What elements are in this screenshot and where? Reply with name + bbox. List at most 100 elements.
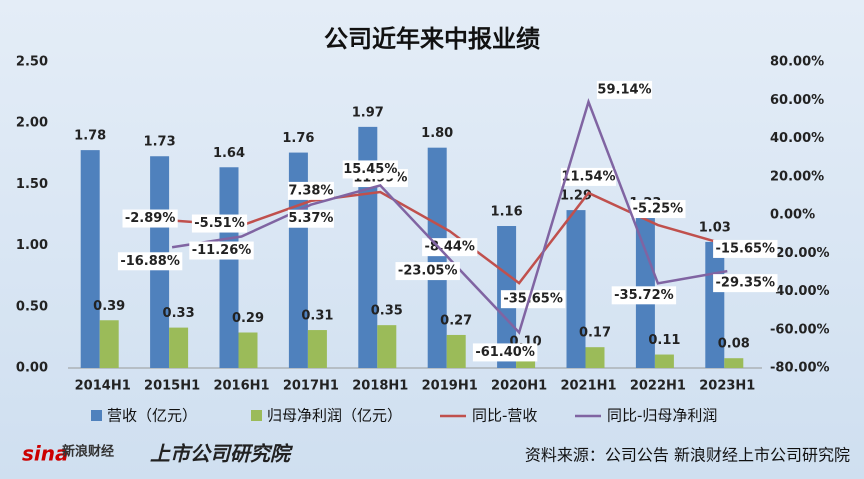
- bar-label: 1.73: [144, 135, 176, 150]
- bar-label: 1.78: [74, 129, 106, 144]
- line-label: -15.65%: [716, 241, 776, 256]
- line-label: 59.14%: [597, 82, 651, 97]
- label-bg: [611, 286, 677, 305]
- label-bg: [287, 181, 334, 200]
- bar-label: 0.11: [648, 333, 680, 348]
- line-label: -29.35%: [716, 276, 776, 291]
- bar: [219, 167, 239, 368]
- bar-label: 1.03: [699, 220, 731, 235]
- legend-label: 同比-营收: [472, 407, 537, 425]
- bar-label: 0.33: [163, 306, 195, 321]
- y2-tick-label: 80.00%: [770, 55, 824, 70]
- bar-label: 1.16: [491, 205, 523, 220]
- label-bg: [596, 80, 653, 99]
- bar: [169, 327, 189, 368]
- line-label: -2.89%: [125, 211, 176, 226]
- legend-swatch: [251, 410, 262, 421]
- y2-tick-label: -20.00%: [770, 246, 830, 261]
- y-tick-label: 2.00: [16, 116, 48, 131]
- bar: [99, 320, 119, 368]
- y2-tick-label: 40.00%: [770, 131, 824, 146]
- legend-label: 归母净利润（亿元）: [267, 407, 402, 425]
- y2-tick-label: 60.00%: [770, 93, 824, 108]
- x-tick-label: 2020H1: [491, 379, 547, 394]
- x-tick-label: 2016H1: [213, 379, 269, 394]
- bar: [724, 358, 744, 368]
- bar: [566, 210, 586, 368]
- x-tick-label: 2018H1: [352, 379, 408, 394]
- bar-label: 0.17: [579, 326, 611, 341]
- chart-title: 公司近年来中报业绩: [324, 25, 540, 53]
- y-tick-label: 1.00: [16, 238, 48, 253]
- bar: [80, 150, 100, 368]
- bar: [307, 330, 327, 368]
- x-tick-label: 2023H1: [699, 379, 755, 394]
- line-label: 5.37%: [288, 211, 333, 226]
- y2-tick-label: -60.00%: [770, 322, 830, 337]
- y-tick-label: 0.00: [16, 361, 48, 376]
- line-label: -61.40%: [475, 345, 535, 360]
- line-label: 11.54%: [561, 169, 615, 184]
- bar-label: 0.29: [232, 311, 264, 326]
- bar-label: 0.27: [440, 313, 472, 328]
- bar-label: 0.35: [371, 304, 403, 319]
- y2-tick-label: -40.00%: [770, 284, 830, 299]
- line-label: -35.72%: [614, 288, 674, 303]
- label-bg: [713, 239, 778, 258]
- line: [171, 98, 728, 335]
- bar: [585, 347, 605, 368]
- label-bg: [189, 241, 254, 260]
- logo-text: 上市公司研究院: [150, 442, 294, 466]
- line-label: -5.25%: [633, 202, 684, 217]
- label-bg: [122, 209, 178, 228]
- x-tick-label: 2019H1: [422, 379, 478, 394]
- label-bg: [191, 214, 248, 233]
- y-tick-label: 0.50: [16, 299, 48, 314]
- label-bg: [713, 274, 778, 293]
- label-bg: [500, 290, 566, 309]
- x-tick-label: 2015H1: [144, 379, 200, 394]
- bar: [238, 332, 258, 368]
- y2-tick-label: 0.00%: [770, 208, 815, 223]
- bar-label: 0.08: [718, 337, 750, 352]
- logo-text: 新浪财经: [62, 444, 114, 460]
- label-bg: [472, 343, 538, 362]
- x-tick-label: 2022H1: [630, 379, 686, 394]
- line-label: -23.05%: [398, 264, 458, 279]
- line-label: -35.65%: [503, 292, 563, 307]
- bar: [446, 334, 466, 368]
- line-label: -5.51%: [194, 216, 245, 231]
- source: 资料来源：公司公告 新浪财经上市公司研究院: [525, 446, 850, 465]
- line-label: 7.38%: [288, 183, 333, 198]
- y2-tick-label: -80.00%: [770, 361, 830, 376]
- logo-text: sina: [22, 442, 69, 466]
- legend-swatch: [91, 410, 102, 421]
- label-bg: [287, 209, 334, 228]
- y-tick-label: 2.50: [16, 55, 48, 70]
- label-bg: [630, 200, 686, 219]
- x-tick-label: 2021H1: [560, 379, 616, 394]
- bar: [654, 354, 674, 368]
- x-tick-label: 2014H1: [75, 379, 131, 394]
- bar-label: 0.39: [93, 299, 125, 314]
- bar-label: 1.76: [282, 131, 314, 146]
- line-label: 15.45%: [343, 162, 397, 177]
- line-label: -16.88%: [120, 254, 180, 269]
- label-bg: [117, 252, 183, 271]
- legend-label: 营收（亿元）: [107, 407, 197, 425]
- legend-label: 同比-归母净利润: [607, 407, 717, 425]
- bar-label: 0.31: [301, 309, 333, 324]
- label-bg: [560, 167, 617, 186]
- y-tick-label: 1.50: [16, 177, 48, 192]
- label-bg: [395, 262, 460, 281]
- line-label: -8.44%: [424, 240, 475, 255]
- bar: [377, 325, 397, 368]
- bar: [427, 147, 447, 368]
- line-label: -11.26%: [192, 243, 252, 258]
- y2-tick-label: 20.00%: [770, 169, 824, 184]
- x-tick-label: 2017H1: [283, 379, 339, 394]
- bar-label: 1.97: [352, 105, 384, 120]
- bar-label: 1.80: [421, 126, 453, 141]
- label-bg: [342, 160, 398, 179]
